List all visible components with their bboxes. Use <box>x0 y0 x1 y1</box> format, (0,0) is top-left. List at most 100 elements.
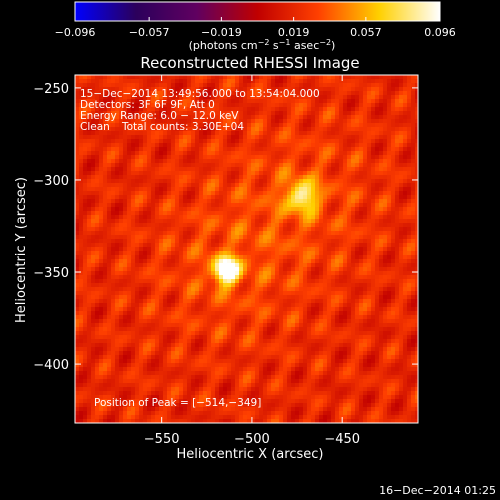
heatmap-cell <box>215 267 220 272</box>
heatmap-cell <box>295 207 300 212</box>
heatmap-cell <box>399 127 404 132</box>
heatmap-cell <box>315 171 320 176</box>
heatmap-cell <box>323 115 328 120</box>
heatmap-cell <box>359 283 364 288</box>
heatmap-cell <box>287 223 292 228</box>
heatmap-cell <box>87 303 92 308</box>
heatmap-cell <box>347 87 352 92</box>
heatmap-cell <box>291 151 296 156</box>
heatmap-cell <box>315 287 320 292</box>
heatmap-cell <box>279 271 284 276</box>
heatmap-cell <box>207 231 212 236</box>
heatmap-cell <box>155 155 160 160</box>
heatmap-cell <box>335 283 340 288</box>
heatmap-cell <box>315 259 320 264</box>
heatmap-cell <box>151 203 156 208</box>
heatmap-cell <box>327 271 332 276</box>
heatmap-cell <box>339 215 344 220</box>
heatmap-cell <box>215 255 220 260</box>
heatmap-cell <box>167 111 172 116</box>
heatmap-cell <box>355 139 360 144</box>
heatmap-cell <box>223 127 228 132</box>
heatmap-cell <box>215 183 220 188</box>
heatmap-cell <box>279 263 284 268</box>
heatmap-cell <box>223 275 228 280</box>
heatmap-cell <box>267 255 272 260</box>
heatmap-cell <box>183 231 188 236</box>
heatmap-cell <box>183 119 188 124</box>
heatmap-cell <box>271 155 276 160</box>
heatmap-cell <box>343 255 348 260</box>
heatmap-cell <box>375 155 380 160</box>
heatmap-cell <box>355 275 360 280</box>
heatmap-cell <box>231 127 236 132</box>
heatmap-cell <box>275 143 280 148</box>
heatmap-cell <box>363 203 368 208</box>
heatmap-cell <box>411 87 416 92</box>
heatmap-cell <box>107 75 112 80</box>
heatmap-cell <box>199 283 204 288</box>
heatmap-cell <box>415 255 418 260</box>
heatmap-cell <box>415 119 418 124</box>
heatmap-cell <box>139 247 144 252</box>
heatmap-cell <box>339 243 344 248</box>
heatmap-cell <box>111 143 116 148</box>
heatmap-cell <box>279 111 284 116</box>
heatmap-cell <box>295 123 300 128</box>
heatmap-cell <box>247 271 252 276</box>
heatmap-cell <box>275 207 280 212</box>
heatmap-cell <box>379 95 384 100</box>
heatmap-cell <box>239 227 244 232</box>
heatmap-cell <box>119 299 124 304</box>
heatmap-cell <box>195 99 200 104</box>
heatmap-cell <box>235 207 240 212</box>
heatmap-cell <box>163 95 168 100</box>
heatmap-cell <box>183 147 188 152</box>
heatmap-cell <box>411 187 416 192</box>
heatmap-cell <box>331 155 336 160</box>
heatmap-cell <box>95 191 100 196</box>
heatmap-cell <box>387 103 392 108</box>
heatmap-cell <box>363 91 368 96</box>
heatmap-cell <box>339 203 344 208</box>
heatmap-cell <box>127 283 132 288</box>
heatmap-cell <box>415 83 418 88</box>
heatmap-cell <box>223 115 228 120</box>
heatmap-cell <box>387 223 392 228</box>
heatmap-cell <box>175 79 180 84</box>
heatmap-cell <box>191 187 196 192</box>
heatmap-cell <box>235 107 240 112</box>
heatmap-cell <box>387 211 392 216</box>
heatmap-cell <box>239 271 244 276</box>
heatmap-cell <box>351 131 356 136</box>
heatmap-cell <box>259 247 264 252</box>
heatmap-cell <box>147 75 152 80</box>
heatmap-cell <box>79 239 84 244</box>
heatmap-cell <box>319 255 324 260</box>
heatmap-cell <box>351 211 356 216</box>
heatmap-cell <box>271 179 276 184</box>
heatmap-cell <box>343 155 348 160</box>
heatmap-cell <box>307 167 312 172</box>
heatmap-cell <box>159 263 164 268</box>
heatmap-cell <box>387 115 392 120</box>
heatmap-cell <box>407 267 412 272</box>
heatmap-cell <box>139 103 144 108</box>
heatmap-cell <box>291 203 296 208</box>
heatmap-cell <box>95 167 100 172</box>
heatmap-cell <box>131 215 136 220</box>
heatmap-cell <box>383 267 388 272</box>
heatmap-cell <box>263 227 268 232</box>
heatmap-cell <box>95 171 100 176</box>
heatmap-cell <box>119 251 124 256</box>
heatmap-cell <box>139 167 144 172</box>
heatmap-cell <box>351 227 356 232</box>
heatmap-cell <box>139 199 144 204</box>
heatmap-cell <box>151 87 156 92</box>
heatmap-cell <box>323 91 328 96</box>
heatmap-cell <box>91 271 96 276</box>
heatmap-cell <box>139 187 144 192</box>
heatmap-cell <box>115 119 120 124</box>
heatmap-cell <box>319 83 324 88</box>
heatmap-cell <box>143 83 148 88</box>
